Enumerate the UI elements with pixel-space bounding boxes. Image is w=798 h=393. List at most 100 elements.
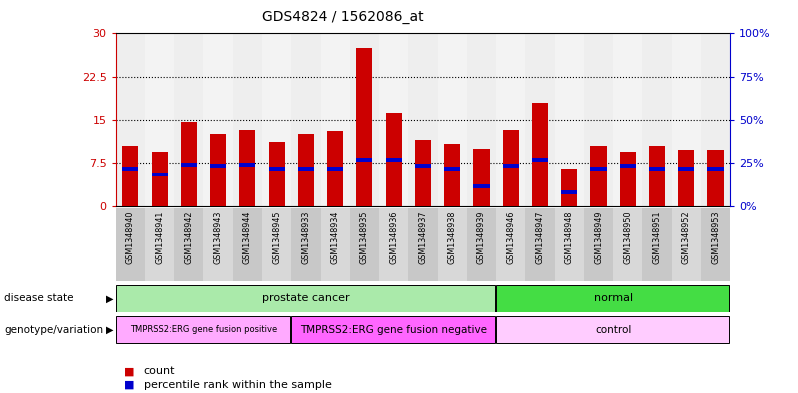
Bar bbox=[642, 208, 672, 281]
Bar bbox=[298, 134, 314, 206]
Bar bbox=[473, 184, 489, 188]
Text: prostate cancer: prostate cancer bbox=[262, 293, 350, 303]
Text: GSM1348944: GSM1348944 bbox=[243, 211, 252, 264]
Bar bbox=[467, 33, 496, 206]
Text: GSM1348935: GSM1348935 bbox=[360, 211, 369, 264]
Text: GSM1348943: GSM1348943 bbox=[214, 211, 223, 264]
Bar bbox=[409, 33, 437, 206]
Bar bbox=[437, 33, 467, 206]
Text: GSM1348947: GSM1348947 bbox=[535, 211, 544, 264]
Bar bbox=[327, 131, 343, 206]
Bar bbox=[620, 152, 636, 206]
Bar bbox=[620, 164, 636, 168]
Bar bbox=[174, 33, 203, 206]
Bar bbox=[496, 316, 729, 343]
Text: GDS4824 / 1562086_at: GDS4824 / 1562086_at bbox=[263, 10, 424, 24]
Bar bbox=[496, 285, 729, 312]
Bar bbox=[532, 158, 548, 162]
Text: genotype/variation: genotype/variation bbox=[4, 325, 103, 335]
Bar bbox=[239, 163, 255, 167]
Bar bbox=[444, 167, 460, 171]
Text: GSM1348940: GSM1348940 bbox=[126, 211, 135, 264]
Bar bbox=[496, 33, 525, 206]
Bar bbox=[701, 33, 730, 206]
Text: GSM1348952: GSM1348952 bbox=[681, 211, 691, 264]
Bar bbox=[379, 208, 409, 281]
Text: GSM1348937: GSM1348937 bbox=[418, 211, 428, 264]
Bar bbox=[327, 167, 343, 171]
Bar bbox=[122, 146, 138, 206]
Bar bbox=[152, 173, 168, 176]
Text: disease state: disease state bbox=[4, 293, 73, 303]
Bar bbox=[262, 208, 291, 281]
Bar bbox=[116, 33, 145, 206]
Bar bbox=[321, 208, 350, 281]
Bar bbox=[291, 316, 495, 343]
Text: ■: ■ bbox=[124, 380, 134, 390]
Bar bbox=[555, 33, 584, 206]
Bar bbox=[437, 208, 467, 281]
Bar bbox=[678, 150, 694, 206]
Bar bbox=[385, 158, 401, 162]
Bar bbox=[321, 33, 350, 206]
Text: TMPRSS2:ERG gene fusion positive: TMPRSS2:ERG gene fusion positive bbox=[130, 325, 277, 334]
Bar bbox=[649, 146, 665, 206]
Bar bbox=[672, 33, 701, 206]
Bar bbox=[561, 169, 577, 206]
Bar bbox=[701, 208, 730, 281]
Bar bbox=[379, 33, 409, 206]
Bar bbox=[584, 208, 613, 281]
Bar bbox=[298, 167, 314, 171]
Bar bbox=[181, 163, 197, 167]
Text: GSM1348936: GSM1348936 bbox=[389, 211, 398, 264]
Text: GSM1348942: GSM1348942 bbox=[184, 211, 193, 264]
Bar bbox=[642, 33, 672, 206]
Bar bbox=[415, 140, 431, 206]
Bar bbox=[262, 33, 291, 206]
Text: ■: ■ bbox=[124, 366, 134, 376]
Bar bbox=[291, 208, 321, 281]
Text: GSM1348934: GSM1348934 bbox=[330, 211, 340, 264]
Bar bbox=[269, 167, 285, 171]
Bar bbox=[591, 146, 606, 206]
Bar bbox=[444, 144, 460, 206]
Bar bbox=[708, 167, 724, 171]
Bar bbox=[649, 167, 665, 171]
Bar bbox=[415, 164, 431, 168]
Bar bbox=[122, 167, 138, 171]
Bar bbox=[174, 208, 203, 281]
Text: GSM1348949: GSM1348949 bbox=[594, 211, 603, 264]
Text: GSM1348948: GSM1348948 bbox=[565, 211, 574, 264]
Bar bbox=[613, 208, 642, 281]
Bar bbox=[350, 33, 379, 206]
Text: GSM1348938: GSM1348938 bbox=[448, 211, 456, 264]
Text: control: control bbox=[595, 325, 631, 335]
Text: GSM1348941: GSM1348941 bbox=[155, 211, 164, 264]
Bar bbox=[525, 208, 555, 281]
Bar bbox=[116, 285, 495, 312]
Bar bbox=[591, 167, 606, 171]
Text: percentile rank within the sample: percentile rank within the sample bbox=[144, 380, 331, 390]
Text: count: count bbox=[144, 366, 175, 376]
Bar bbox=[613, 33, 642, 206]
Bar bbox=[152, 152, 168, 206]
Bar bbox=[561, 190, 577, 194]
Text: ▶: ▶ bbox=[106, 293, 113, 303]
Bar bbox=[708, 150, 724, 206]
Bar bbox=[145, 208, 174, 281]
Bar bbox=[532, 103, 548, 206]
Text: GSM1348939: GSM1348939 bbox=[477, 211, 486, 264]
Bar bbox=[291, 33, 321, 206]
Bar bbox=[233, 208, 262, 281]
Text: GSM1348933: GSM1348933 bbox=[302, 211, 310, 264]
Bar bbox=[269, 142, 285, 206]
Bar bbox=[233, 33, 262, 206]
Bar bbox=[357, 158, 373, 162]
Bar bbox=[584, 33, 613, 206]
Bar bbox=[555, 208, 584, 281]
Bar bbox=[203, 208, 233, 281]
Bar bbox=[145, 33, 174, 206]
Bar bbox=[385, 113, 401, 206]
Bar bbox=[503, 130, 519, 206]
Bar bbox=[467, 208, 496, 281]
